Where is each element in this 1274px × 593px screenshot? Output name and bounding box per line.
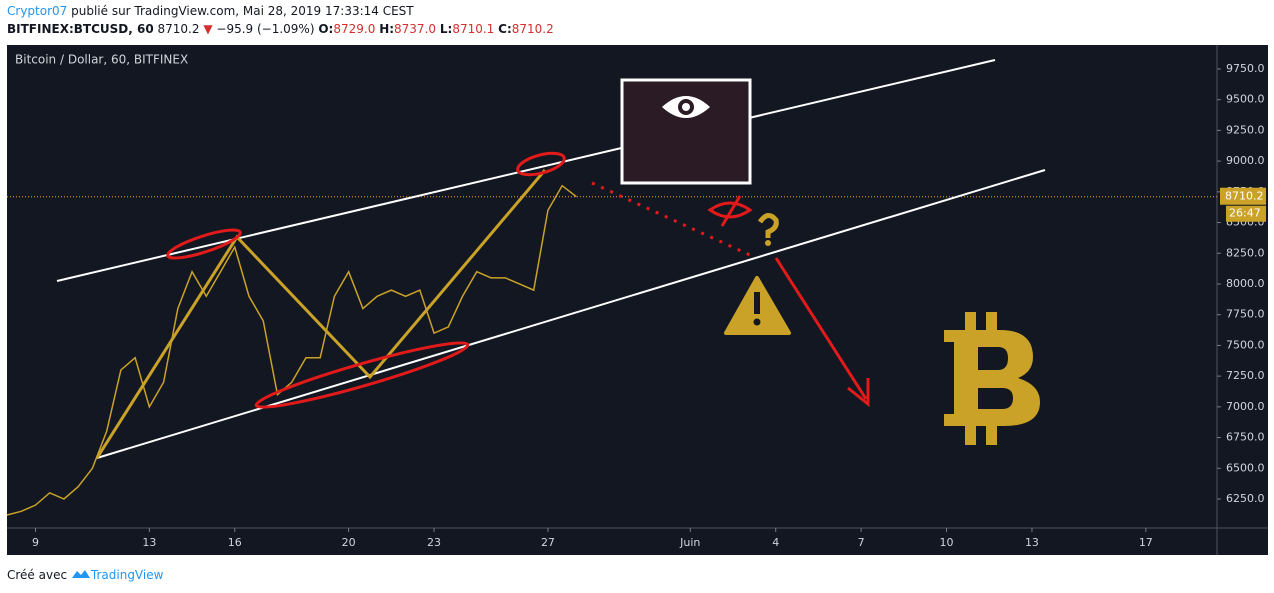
zigzag: [95, 169, 547, 459]
y-tick-label: 6500.0: [1226, 461, 1265, 474]
brand[interactable]: TradingView: [90, 568, 164, 582]
question-dot: [765, 240, 771, 246]
high-label: H:: [379, 22, 395, 36]
warning-dot: [753, 318, 761, 326]
eye-iris: [682, 103, 690, 111]
low: 8710.1: [452, 22, 495, 36]
price-tag-box: [1220, 187, 1266, 205]
ellipse: [166, 228, 242, 260]
ellipse: [254, 341, 470, 409]
footer: Créé avec TradingView: [7, 568, 163, 582]
hidden-eye: [707, 201, 753, 219]
btc-tick: [965, 312, 976, 332]
made-with: Créé avec: [7, 568, 68, 582]
countdown-box: [1226, 205, 1266, 222]
x-tick-label: 27: [541, 536, 555, 549]
y-tick-label: 7750.0: [1226, 308, 1265, 321]
low-label: L:: [439, 22, 453, 36]
open: 8729.0: [333, 22, 376, 36]
y-tick-label: 7500.0: [1226, 338, 1265, 351]
x-tick-label: 16: [228, 536, 242, 549]
down-arrow-line: [774, 257, 868, 400]
header-line-1: Cryptor07 publié sur TradingView.com, Ma…: [7, 4, 414, 18]
hidden-eye-slash: [720, 195, 742, 227]
price-line: [6, 184, 577, 516]
open-label: O:: [318, 22, 334, 36]
tv-logo-shape: [71, 570, 90, 578]
countdown: 26:47: [1229, 207, 1261, 220]
down-arrow: ▼: [203, 22, 213, 36]
x-tick-label: 7: [858, 536, 865, 549]
drawings: [56, 59, 1046, 459]
y-tick-label: 9000.0: [1226, 154, 1265, 167]
x-tick-label: 17: [1139, 536, 1153, 549]
x-tick-label: 23: [427, 536, 441, 549]
y-tick-label: 9750.0: [1226, 62, 1265, 75]
price-tag: 8710.2: [1225, 190, 1264, 203]
y-tick-label: 9250.0: [1226, 123, 1265, 136]
high: 8737.0: [394, 22, 437, 36]
y-tick-label: 9500.0: [1226, 93, 1265, 106]
down-arrow-head: [847, 378, 870, 408]
plot: 6250.0 6500.0 6750.0 7000.0 7250.0 7500.0 7750…: [6, 62, 1266, 549]
close: 8710.2: [511, 22, 554, 36]
change: −95.9 (−1.09%): [216, 22, 315, 36]
y-tick-label: 6750.0: [1226, 431, 1265, 444]
btc-body: [944, 330, 1040, 426]
symbol: BITFINEX:BTCUSD, 60: [7, 22, 154, 36]
x-tick-label: 13: [1025, 536, 1039, 549]
y-tick-label: 8000.0: [1226, 277, 1265, 290]
author[interactable]: Cryptor07: [7, 4, 68, 18]
last: 8710.2: [157, 22, 200, 36]
warning-bar: [754, 292, 760, 314]
close-label: C:: [498, 22, 512, 36]
btc-tick: [986, 312, 997, 332]
btc-tick: [986, 424, 997, 445]
x-tick-label: 10: [940, 536, 954, 549]
y-tick-label: 7250.0: [1226, 369, 1265, 382]
x-tick-label: 20: [342, 536, 356, 549]
channel-upper: [56, 59, 996, 282]
published: publié sur TradingView.com, Mai 28, 2019…: [71, 4, 414, 18]
y-tick-label: 6250.0: [1226, 492, 1265, 505]
eye-box: [620, 78, 752, 185]
question-mark: [757, 213, 779, 238]
bitcoin-symbol: [944, 312, 1040, 445]
y-tick-label: 7000.0: [1226, 400, 1265, 413]
x-tick-label: 4: [772, 536, 779, 549]
header-line-2: BITFINEX:BTCUSD, 60 8710.2 ▼ −95.9 (−1.0…: [7, 22, 554, 36]
y-tick-label: 8250.0: [1226, 246, 1265, 259]
btc-tick: [965, 424, 976, 445]
chart-title: Bitcoin / Dollar, 60, BITFINEX: [15, 53, 188, 67]
tv-logo: [71, 570, 90, 578]
x-tick-label: 13: [142, 536, 156, 549]
x-tick-label: Juin: [679, 536, 700, 549]
channel-lower: [96, 169, 1046, 459]
ellipse: [516, 151, 566, 177]
x-tick-label: 9: [32, 536, 39, 549]
